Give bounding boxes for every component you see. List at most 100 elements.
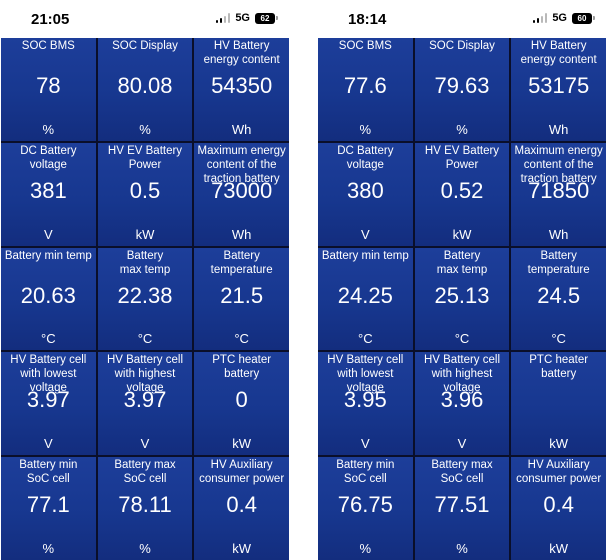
metric-unit: °C — [454, 331, 470, 347]
metric-label: Battery min temp — [321, 249, 409, 262]
metric-label: SOC BMS — [21, 40, 75, 52]
metric-tile[interactable]: SOC Display 80.08% — [97, 38, 193, 141]
metric-tile[interactable]: HV Auxiliary consumer power 0.4 kW — [511, 457, 606, 560]
metric-value: 77.1 — [26, 492, 70, 518]
metric-unit: °C — [234, 331, 249, 347]
metric-tile[interactable]: HV Battery energy content 53175 Wh — [511, 38, 606, 141]
metric-unit: kW — [232, 436, 252, 452]
metric-tile[interactable]: SOC Display 79.63% — [414, 38, 510, 141]
metric-value: 78 — [36, 73, 61, 98]
metric-label: DC Battery voltage — [20, 144, 77, 171]
metric-unit: % — [42, 541, 55, 556]
metric-value: 54350 — [211, 73, 273, 98]
metric-value: 380 — [346, 177, 384, 203]
metric-value: 3.95 — [343, 387, 387, 413]
metric-tile[interactable]: HV Battery cell with lowest voltage 3.97 V — [1, 352, 96, 456]
metric-value: 76.75 — [337, 492, 393, 518]
metric-label: SOC Display — [112, 40, 178, 52]
metric-label: Battery max SoC cell — [114, 459, 176, 486]
metric-label: HV Auxiliary consumer power — [199, 459, 285, 486]
metric-tile[interactable]: Battery max temp 22.38 °C — [97, 247, 193, 351]
metric-unit: % — [359, 541, 372, 556]
metric-unit: % — [359, 121, 372, 137]
metric-tile[interactable]: SOC BMS 78% — [1, 38, 96, 141]
metric-unit: kW — [135, 226, 155, 242]
metric-tile[interactable]: DC Battery voltage 381 V — [1, 142, 96, 246]
metric-tile[interactable]: SOC BMS 77.6% — [318, 38, 413, 141]
metric-label: Battery min SoC cell — [19, 459, 78, 486]
metric-value: 24.25 — [337, 282, 393, 308]
metric-tile[interactable]: Battery min temp 20.63 °C — [1, 247, 96, 351]
metric-unit: Wh — [548, 226, 569, 242]
metric-label: Battery max SoC cell — [431, 459, 493, 486]
metric-unit: °C — [137, 331, 153, 347]
metric-label: SOC BMS — [338, 40, 392, 52]
metric-tile[interactable]: Maximum energy content of the traction b… — [194, 142, 289, 246]
metric-value: 3.97 — [123, 387, 167, 413]
metric-unit: % — [139, 121, 151, 137]
metric-tile[interactable]: Battery max temp 25.13 °C — [414, 247, 510, 351]
metric-tile[interactable]: HV Battery energy content 54350 Wh — [194, 38, 289, 141]
metric-tile[interactable]: Battery temperature 24.5 °C — [511, 247, 606, 351]
metric-label: DC Battery voltage — [337, 144, 394, 171]
metric-value: 53175 — [528, 73, 590, 98]
metric-unit: kW — [549, 541, 569, 556]
metric-value: 0.4 — [226, 492, 257, 518]
metric-label: HV EV Battery Power — [107, 144, 183, 171]
metric-tile[interactable]: PTC heater battery 0 kW — [194, 352, 289, 456]
status-bar: 18:14 5G 60 — [318, 0, 606, 38]
status-indicators: 5G 62 — [215, 12, 278, 24]
battery-metrics-grid: SOC BMS 77.6% SOC Display 79.63% HV Battery … — [318, 38, 606, 560]
metric-unit: V — [43, 226, 53, 242]
metric-unit: % — [456, 121, 468, 137]
metric-label: Maximum energy content of the traction b… — [514, 144, 603, 185]
metric-value: 24.5 — [537, 282, 581, 308]
metric-label: HV Auxiliary consumer power — [516, 459, 602, 486]
metric-tile[interactable]: Battery min temp 24.25 °C — [318, 247, 413, 351]
metric-label: HV Battery cell with highest voltage — [423, 354, 501, 395]
metric-tile[interactable]: Battery max SoC cell 77.51% — [414, 457, 510, 560]
metric-value: 22.38 — [117, 282, 173, 308]
metric-unit: % — [139, 541, 151, 556]
metric-tile[interactable]: DC Battery voltage 380 V — [318, 142, 413, 246]
cellular-signal-icon — [532, 13, 548, 23]
battery-metrics-grid: SOC BMS 78% SOC Display 80.08% HV Battery en… — [1, 38, 289, 560]
phone-screen-right: 18:14 5G 60 SOC BMS 77.6% SOC Display 79.63… — [318, 0, 606, 560]
metric-unit: Wh — [231, 121, 252, 137]
battery-level: 60 — [577, 13, 587, 23]
metric-value: 80.08 — [117, 73, 173, 98]
metric-tile[interactable]: PTC heater battery kW — [511, 352, 606, 456]
metric-label: Battery max temp — [119, 249, 171, 276]
metric-unit: Wh — [231, 226, 252, 242]
metric-value: 77.51 — [434, 492, 490, 518]
metric-unit: kW — [452, 226, 472, 242]
metric-unit: kW — [549, 436, 569, 452]
metric-tile[interactable]: Battery max SoC cell 78.11% — [97, 457, 193, 560]
metric-unit: % — [456, 541, 468, 556]
metric-label: HV Battery cell with highest voltage — [106, 354, 184, 395]
metric-tile[interactable]: HV Battery cell with highest voltage 3.96… — [414, 352, 510, 456]
metric-tile[interactable]: HV EV Battery Power 0.52 kW — [414, 142, 510, 246]
metric-label: Battery min temp — [4, 249, 92, 262]
metric-value: 3.96 — [440, 387, 484, 413]
metric-value: 73000 — [211, 177, 273, 203]
metric-value: 0.52 — [440, 177, 484, 203]
metric-tile[interactable]: HV Battery cell with highest voltage 3.97… — [97, 352, 193, 456]
metric-value: 78.11 — [118, 492, 172, 518]
metric-tile[interactable]: HV EV Battery Power 0.5 kW — [97, 142, 193, 246]
metric-value: 20.63 — [20, 282, 76, 308]
metric-value: 3.97 — [26, 387, 70, 413]
metric-tile[interactable]: HV Auxiliary consumer power 0.4 kW — [194, 457, 289, 560]
metric-tile[interactable]: Maximum energy content of the traction b… — [511, 142, 606, 246]
metric-tile[interactable]: Battery min SoC cell 76.75% — [318, 457, 413, 560]
metric-tile[interactable]: HV Battery cell with lowest voltage 3.95 V — [318, 352, 413, 456]
metric-label: Maximum energy content of the traction b… — [197, 144, 286, 185]
status-indicators: 5G 60 — [532, 12, 595, 24]
metric-value: 77.6 — [343, 73, 387, 98]
metric-unit: V — [43, 436, 53, 452]
metric-label: Battery temperature — [210, 249, 273, 276]
metric-tile[interactable]: Battery min SoC cell 77.1% — [1, 457, 96, 560]
metric-label: HV Battery cell with lowest voltage — [327, 354, 404, 395]
metric-tile[interactable]: Battery temperature 21.5 °C — [194, 247, 289, 351]
status-bar: 21:05 5G 62 — [1, 0, 289, 38]
